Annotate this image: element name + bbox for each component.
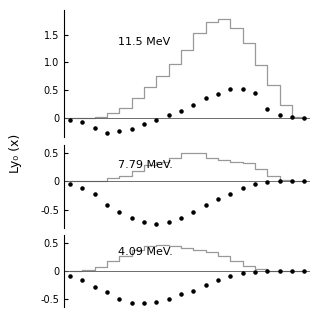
Point [302, 115, 307, 120]
Point [92, 191, 97, 196]
Point [228, 273, 233, 278]
Point [191, 210, 196, 215]
Point [68, 273, 73, 278]
Point [265, 180, 270, 185]
Point [302, 268, 307, 274]
Point [68, 181, 73, 187]
Point [141, 301, 147, 306]
Point [252, 90, 258, 95]
Point [203, 283, 208, 288]
Point [117, 296, 122, 301]
Point [141, 220, 147, 225]
Point [117, 210, 122, 215]
Text: 11.5 MeV: 11.5 MeV [118, 37, 171, 47]
Point [105, 131, 110, 136]
Point [240, 186, 245, 191]
Point [129, 126, 134, 131]
Point [166, 220, 171, 225]
Text: 4.09 MeV.: 4.09 MeV. [118, 247, 173, 257]
Point [228, 86, 233, 92]
Point [203, 203, 208, 208]
Point [80, 119, 85, 124]
Point [92, 125, 97, 130]
Point [277, 112, 282, 117]
Point [240, 270, 245, 276]
Point [179, 215, 184, 220]
Point [80, 277, 85, 282]
Point [277, 179, 282, 184]
Point [215, 277, 220, 282]
Point [191, 288, 196, 293]
Point [240, 86, 245, 92]
Point [289, 179, 294, 184]
Point [215, 197, 220, 202]
Point [203, 96, 208, 101]
Point [105, 290, 110, 295]
Point [252, 269, 258, 274]
Point [215, 92, 220, 97]
Point [154, 299, 159, 304]
Point [129, 301, 134, 306]
Text: 7.79 MeV.: 7.79 MeV. [118, 160, 173, 170]
Point [141, 122, 147, 127]
Point [302, 179, 307, 184]
Point [154, 221, 159, 226]
Point [265, 107, 270, 112]
Point [265, 268, 270, 274]
Text: Ly₀ (x): Ly₀ (x) [10, 134, 22, 173]
Point [228, 191, 233, 196]
Point [154, 118, 159, 123]
Point [129, 215, 134, 220]
Point [105, 203, 110, 208]
Point [80, 186, 85, 191]
Point [166, 296, 171, 301]
Point [179, 108, 184, 114]
Point [92, 284, 97, 289]
Point [252, 181, 258, 187]
Point [191, 103, 196, 108]
Point [166, 112, 171, 117]
Point [289, 268, 294, 274]
Point [179, 292, 184, 297]
Point [117, 129, 122, 134]
Point [68, 118, 73, 123]
Point [289, 115, 294, 120]
Point [277, 268, 282, 274]
